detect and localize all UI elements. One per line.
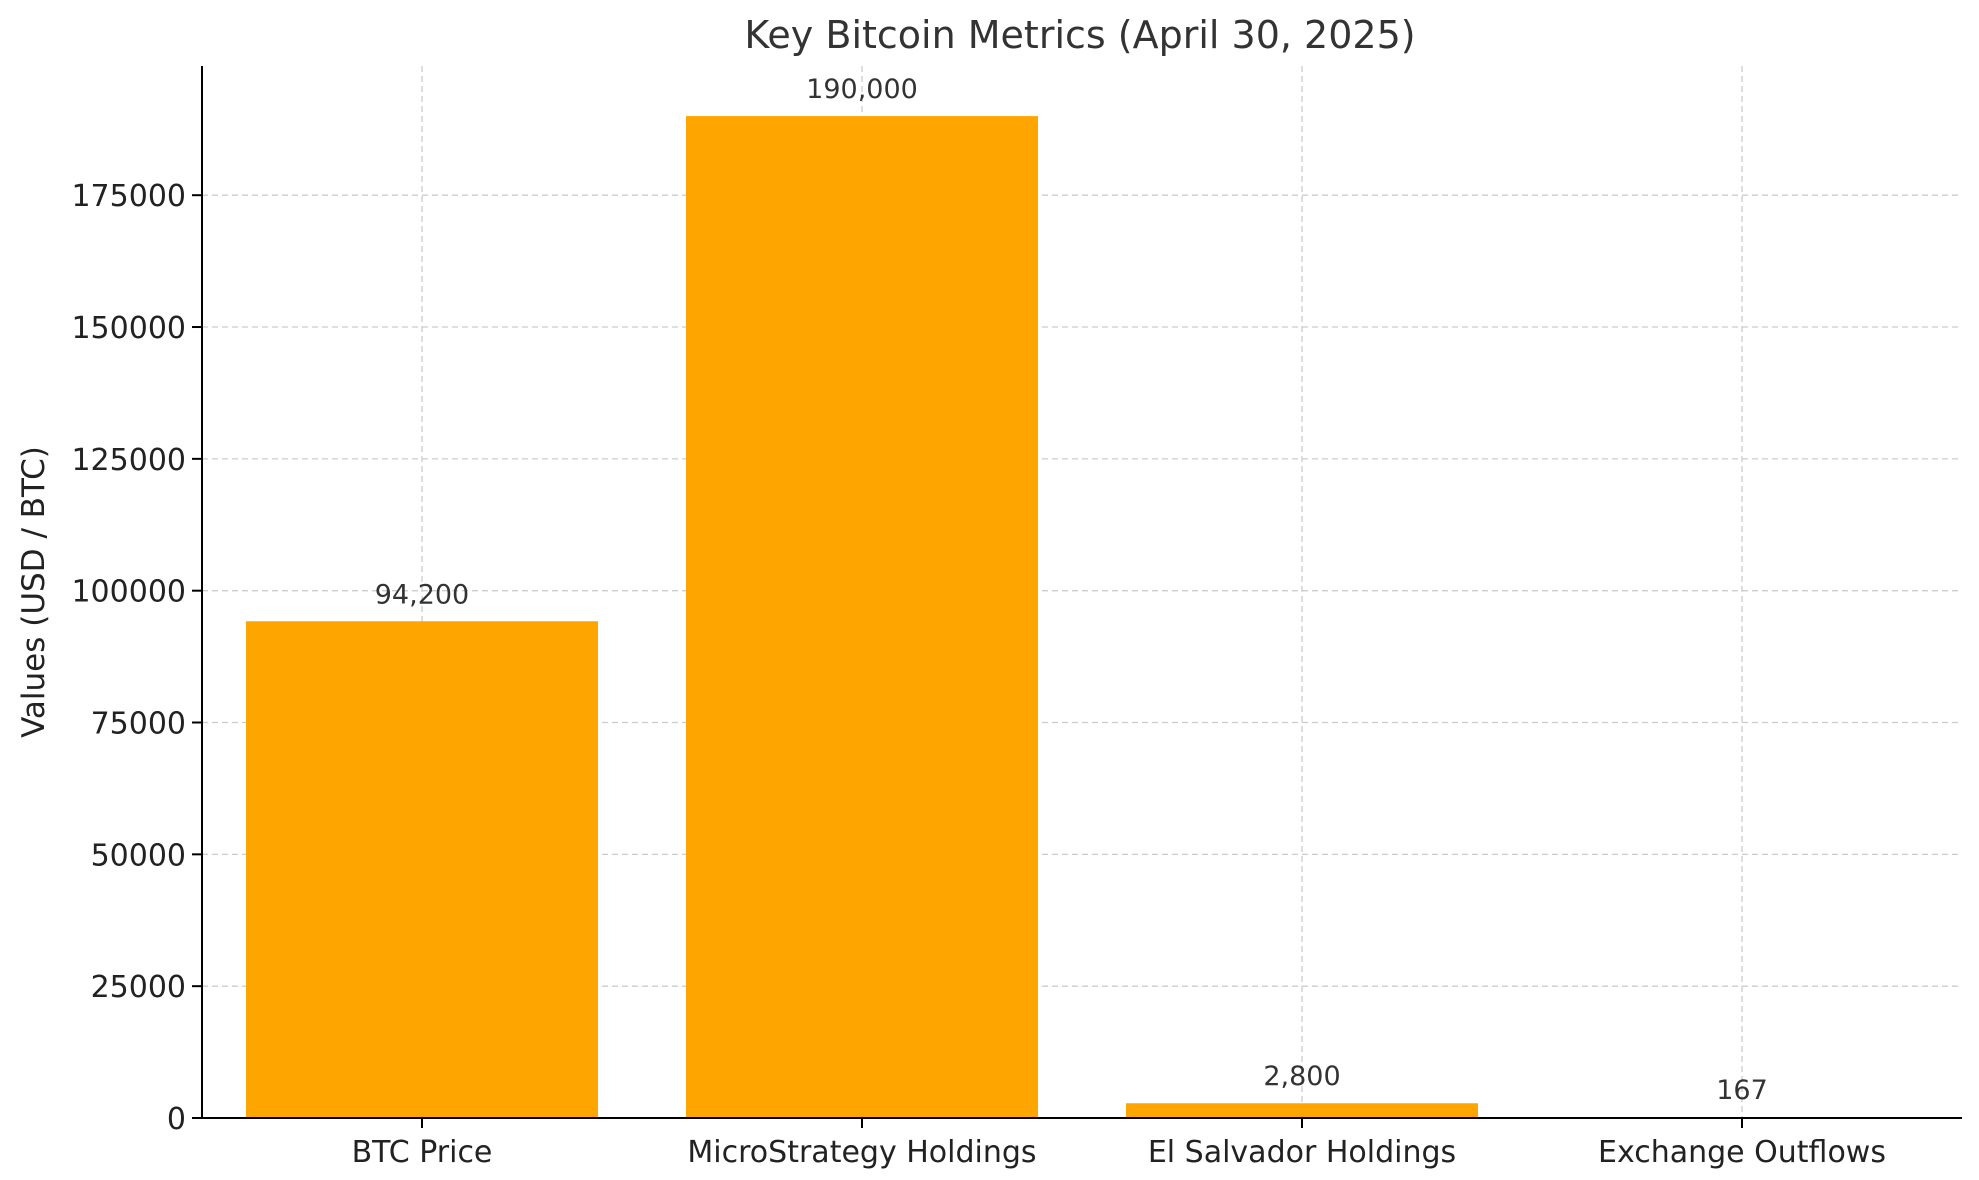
x-tick-label: MicroStrategy Holdings xyxy=(687,1135,1036,1170)
y-axis-ticks: 0 25000 50000 75000 100000 125000 150000 175000 xyxy=(71,179,202,1137)
bar xyxy=(246,621,598,1118)
chart-title: Key Bitcoin Metrics (April 30, 2025) xyxy=(744,13,1415,57)
y-axis-label: Values (USD / BTC) xyxy=(16,446,52,738)
y-tick-label: 150000 xyxy=(71,311,186,346)
bar-data-label: 167 xyxy=(1716,1075,1768,1106)
y-tick-label: 175000 xyxy=(71,179,186,214)
y-tick-label: 125000 xyxy=(71,443,186,478)
y-tick-label: 75000 xyxy=(91,707,186,742)
bar-data-label: 2,800 xyxy=(1263,1061,1340,1092)
y-tick-label: 25000 xyxy=(91,970,186,1005)
bar-data-label: 94,200 xyxy=(375,579,469,610)
y-tick-label: 50000 xyxy=(91,838,186,873)
axes xyxy=(201,66,1962,1119)
bar xyxy=(686,116,1038,1119)
bar xyxy=(1126,1103,1478,1118)
y-tick-label: 100000 xyxy=(71,575,186,610)
x-axis-ticks: BTC Price MicroStrategy Holdings El Salvad… xyxy=(352,1118,1886,1170)
bars xyxy=(246,116,1918,1119)
x-tick-label: Exchange Outflows xyxy=(1598,1135,1886,1170)
bar-data-label: 190,000 xyxy=(806,74,918,105)
y-tick-label: 0 xyxy=(167,1102,186,1137)
data-labels: 94,200 190,000 2,800 167 xyxy=(375,74,1768,1106)
x-tick-label: El Salvador Holdings xyxy=(1148,1135,1456,1170)
x-tick-label: BTC Price xyxy=(352,1135,493,1170)
